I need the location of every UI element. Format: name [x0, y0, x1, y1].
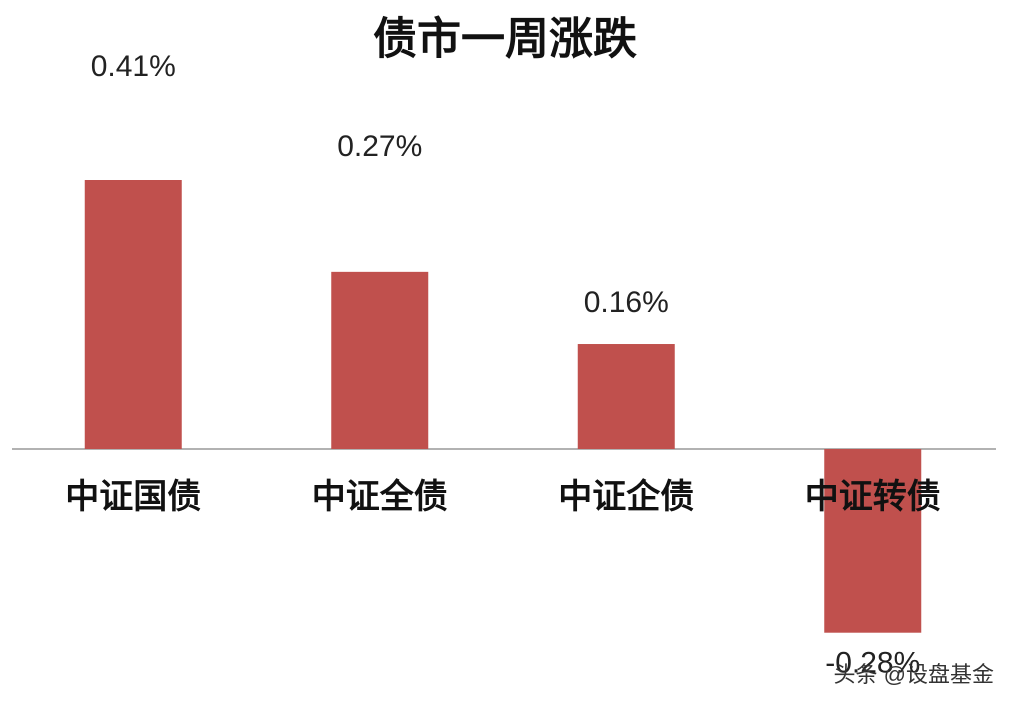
value-label: -0.28% — [825, 647, 920, 680]
value-label: 0.27% — [337, 130, 422, 163]
bar — [331, 271, 429, 449]
category-label: 中证企债 — [558, 477, 694, 517]
bar — [84, 180, 182, 449]
category-label: 中证国债 — [65, 477, 201, 517]
category-label: 中证全债 — [312, 477, 448, 517]
value-label: 0.41% — [91, 50, 176, 83]
bar — [824, 449, 922, 633]
category-label: 中证转债 — [805, 477, 941, 517]
value-label: 0.16% — [584, 286, 669, 319]
watermark: 头条 @设盘基金 — [834, 662, 994, 687]
chart-title: 债市一周涨跌 — [373, 14, 637, 65]
bar — [577, 344, 675, 449]
